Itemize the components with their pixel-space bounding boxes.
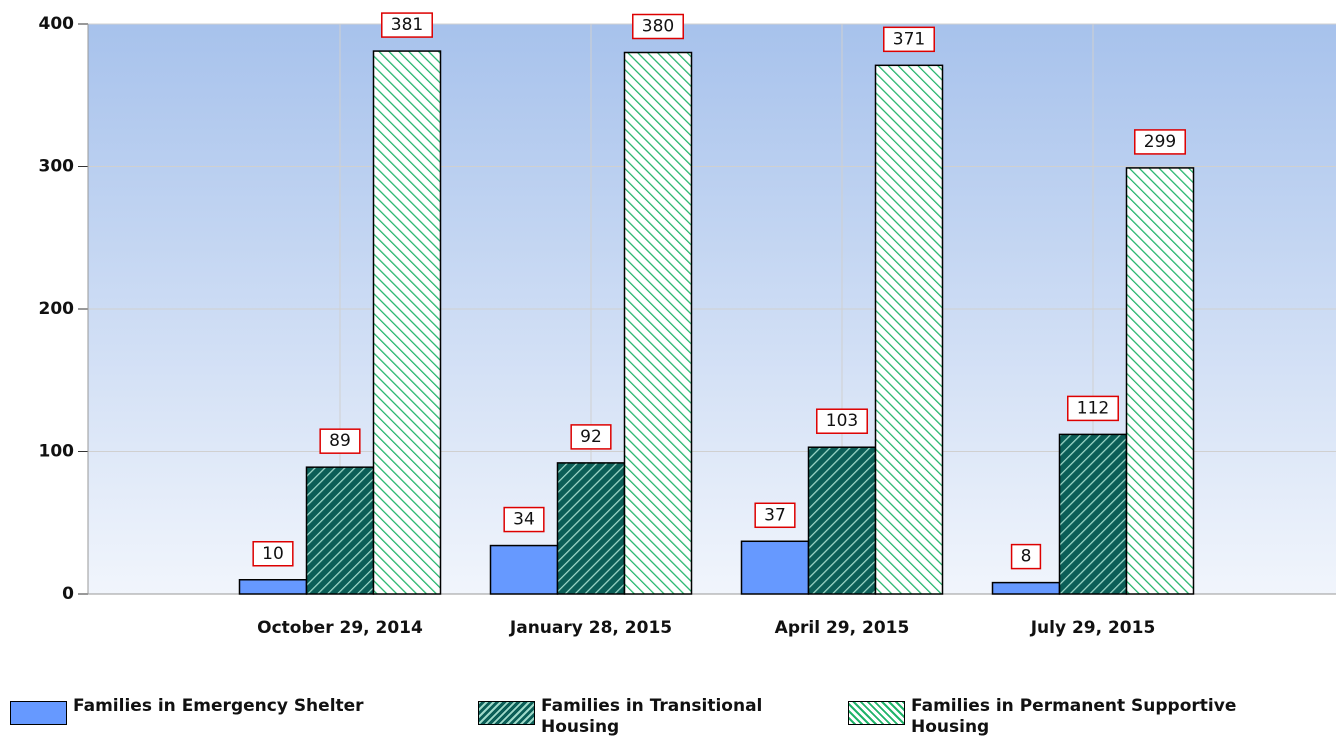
- legend-swatch: [848, 701, 905, 725]
- value-label-box: [1010, 543, 1042, 570]
- y-tick-label: 200: [39, 299, 75, 319]
- x-tick-label: January 28, 2015: [509, 618, 672, 638]
- value-label-box: [1067, 395, 1119, 422]
- value-label-box: [570, 424, 612, 450]
- bar: [623, 51, 693, 595]
- value-label-box: [1134, 129, 1186, 155]
- bar: [740, 540, 810, 595]
- value-label-box: [319, 428, 361, 454]
- bar: [1125, 167, 1195, 595]
- value-label: 103: [826, 411, 858, 431]
- legend-label: Families in Emergency Shelter: [73, 696, 364, 716]
- x-tick-label: July 29, 2015: [1030, 618, 1156, 638]
- value-label-box: [632, 13, 684, 40]
- legend-swatch: [10, 701, 67, 725]
- y-tick-label: 400: [39, 14, 75, 34]
- bar: [991, 581, 1061, 595]
- x-tick-label: April 29, 2015: [775, 618, 910, 638]
- value-label-box: [883, 26, 935, 53]
- value-label-box: [816, 408, 868, 434]
- legend-item: Families in Transitional Housing: [478, 696, 778, 738]
- value-label: 34: [513, 510, 535, 530]
- value-label: 299: [1144, 132, 1176, 152]
- bar: [489, 544, 559, 595]
- value-label-box: [381, 12, 433, 38]
- legend-label: Families in Transitional Housing: [541, 696, 763, 737]
- legend-item: Families in Permanent Supportive Housing: [848, 696, 1278, 738]
- y-tick-label: 0: [62, 584, 74, 604]
- legend-swatch: [478, 701, 535, 725]
- bar: [874, 64, 944, 595]
- value-label-box: [503, 506, 545, 533]
- y-tick-label: 100: [39, 442, 75, 462]
- bar: [372, 50, 442, 595]
- legend-item: Families in Emergency Shelter: [10, 696, 450, 725]
- legend-label: Families in Permanent Supportive Housing: [911, 696, 1237, 737]
- bar: [556, 462, 626, 595]
- chart: 0 100 200 300 400 October 29, 2014 January 28,…: [39, 12, 1336, 638]
- value-label: 381: [391, 15, 423, 35]
- value-label: 10: [262, 544, 284, 564]
- value-label: 8: [1021, 547, 1032, 567]
- bar: [305, 466, 375, 595]
- y-tick-label: 300: [39, 157, 75, 177]
- value-label: 89: [329, 431, 351, 451]
- bar: [238, 579, 308, 595]
- value-label: 37: [764, 505, 786, 525]
- x-tick-label: October 29, 2014: [257, 618, 423, 638]
- bar: [807, 446, 877, 595]
- value-label-box: [754, 502, 796, 529]
- value-label-box: [252, 541, 294, 567]
- value-label: 380: [642, 17, 674, 37]
- bar: [1058, 433, 1128, 595]
- value-label: 112: [1077, 398, 1109, 418]
- value-label: 371: [893, 29, 925, 49]
- value-label: 92: [580, 427, 602, 447]
